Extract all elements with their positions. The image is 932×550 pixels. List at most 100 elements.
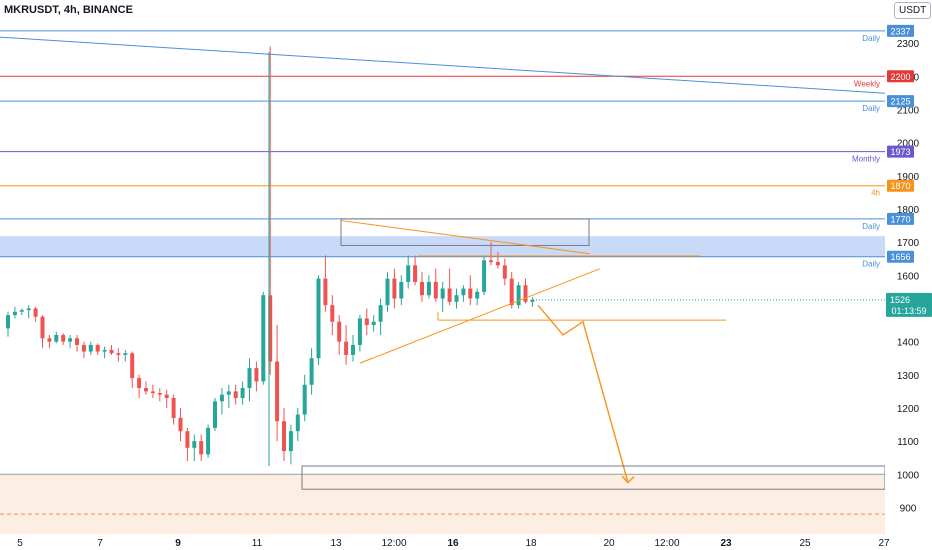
candle-body xyxy=(502,265,507,279)
candle xyxy=(254,361,259,392)
candle-body xyxy=(523,285,528,302)
candle xyxy=(109,344,114,355)
candle xyxy=(378,298,383,335)
candle-body xyxy=(378,305,383,322)
candle xyxy=(282,407,286,462)
candle xyxy=(12,306,17,319)
candle xyxy=(406,255,411,289)
candle-body xyxy=(295,414,300,432)
candle-body xyxy=(530,299,535,302)
price-badge-1656 xyxy=(887,250,914,263)
candle xyxy=(385,271,390,312)
last-price-label: 1526 xyxy=(890,295,910,305)
candle xyxy=(75,334,79,352)
price-badge-2337 xyxy=(887,24,914,37)
candle-body xyxy=(254,368,259,382)
candle xyxy=(81,341,86,359)
level-tag-1973: Monthly xyxy=(852,155,880,164)
candle xyxy=(19,308,24,316)
y-tick-label: 1400 xyxy=(897,338,920,349)
x-tick-label: 18 xyxy=(525,538,537,549)
x-tick-label: 12:00 xyxy=(381,538,406,549)
candle xyxy=(116,348,121,362)
candle xyxy=(495,252,500,269)
candle-body xyxy=(54,334,59,342)
y-tick-label: 1000 xyxy=(897,470,920,481)
candle xyxy=(47,334,52,349)
candle-body xyxy=(247,368,252,389)
candle xyxy=(309,348,314,395)
y-tick-label: 1300 xyxy=(897,371,920,382)
candle xyxy=(523,278,528,304)
candle xyxy=(206,424,211,458)
candle xyxy=(40,315,45,349)
candle-body xyxy=(47,338,52,342)
candle xyxy=(482,255,487,296)
wedge-upper-line xyxy=(340,220,591,255)
projected-path xyxy=(537,304,629,483)
candle-body xyxy=(164,394,169,399)
x-tick-label: 11 xyxy=(252,538,263,549)
candle xyxy=(61,333,66,345)
candle xyxy=(275,325,280,442)
y-tick-label: 1100 xyxy=(897,437,919,448)
price-badge-2125 xyxy=(887,95,914,108)
price-badge-label: 2337 xyxy=(890,26,910,36)
candle-body xyxy=(392,278,397,299)
candle-body xyxy=(385,278,390,306)
currency-badge[interactable]: USDT xyxy=(894,2,932,19)
candle xyxy=(364,308,369,335)
trendline-daily xyxy=(0,36,886,94)
candle-body xyxy=(33,308,38,317)
x-tick-label: 9 xyxy=(175,538,181,549)
candle xyxy=(489,242,493,266)
candle-body xyxy=(433,281,438,299)
candle-body xyxy=(282,421,286,452)
candle-body xyxy=(240,388,245,399)
level-tag-2337: Daily xyxy=(862,34,880,43)
candle xyxy=(68,334,73,349)
candle xyxy=(426,275,431,299)
candle-body xyxy=(461,288,466,296)
candle-body xyxy=(137,378,142,389)
candle-body xyxy=(482,260,487,292)
candle-body xyxy=(468,288,473,299)
candle xyxy=(509,271,514,309)
candle xyxy=(433,268,438,302)
level-tag-1770: Daily xyxy=(862,222,880,231)
y-tick-label: 2000 xyxy=(897,139,920,150)
candle xyxy=(344,325,349,365)
candle xyxy=(150,384,155,399)
symbol-title[interactable]: MKRUSDT, 4h, BINANCE xyxy=(4,4,133,16)
level-tag-1870: 4h xyxy=(871,189,880,198)
projected-arrowhead xyxy=(621,475,635,484)
candle-body xyxy=(213,401,217,428)
candle-body xyxy=(268,295,273,362)
x-tick-label: 16 xyxy=(447,538,459,549)
candle-body xyxy=(516,285,521,306)
candle xyxy=(219,388,224,415)
candle-body xyxy=(199,441,204,455)
candle-body xyxy=(275,361,280,422)
candle xyxy=(102,346,107,359)
candle-body xyxy=(178,417,183,432)
candle-body xyxy=(95,344,100,352)
candle-body xyxy=(206,427,211,455)
y-tick-label: 1600 xyxy=(897,271,920,282)
candle-body xyxy=(40,316,45,339)
candle-body xyxy=(19,310,24,312)
candle-body xyxy=(75,338,79,345)
candle-body xyxy=(309,358,314,385)
candle xyxy=(530,296,535,307)
candle xyxy=(137,374,142,399)
candle-body xyxy=(219,394,224,402)
supply-zone xyxy=(0,236,885,257)
candle xyxy=(302,374,307,422)
price-badge-label: 1656 xyxy=(890,252,910,262)
candle xyxy=(199,434,204,462)
candle xyxy=(185,427,190,462)
candle-body xyxy=(302,384,307,415)
price-badge-1973 xyxy=(887,145,914,158)
x-tick-label: 7 xyxy=(97,538,103,549)
